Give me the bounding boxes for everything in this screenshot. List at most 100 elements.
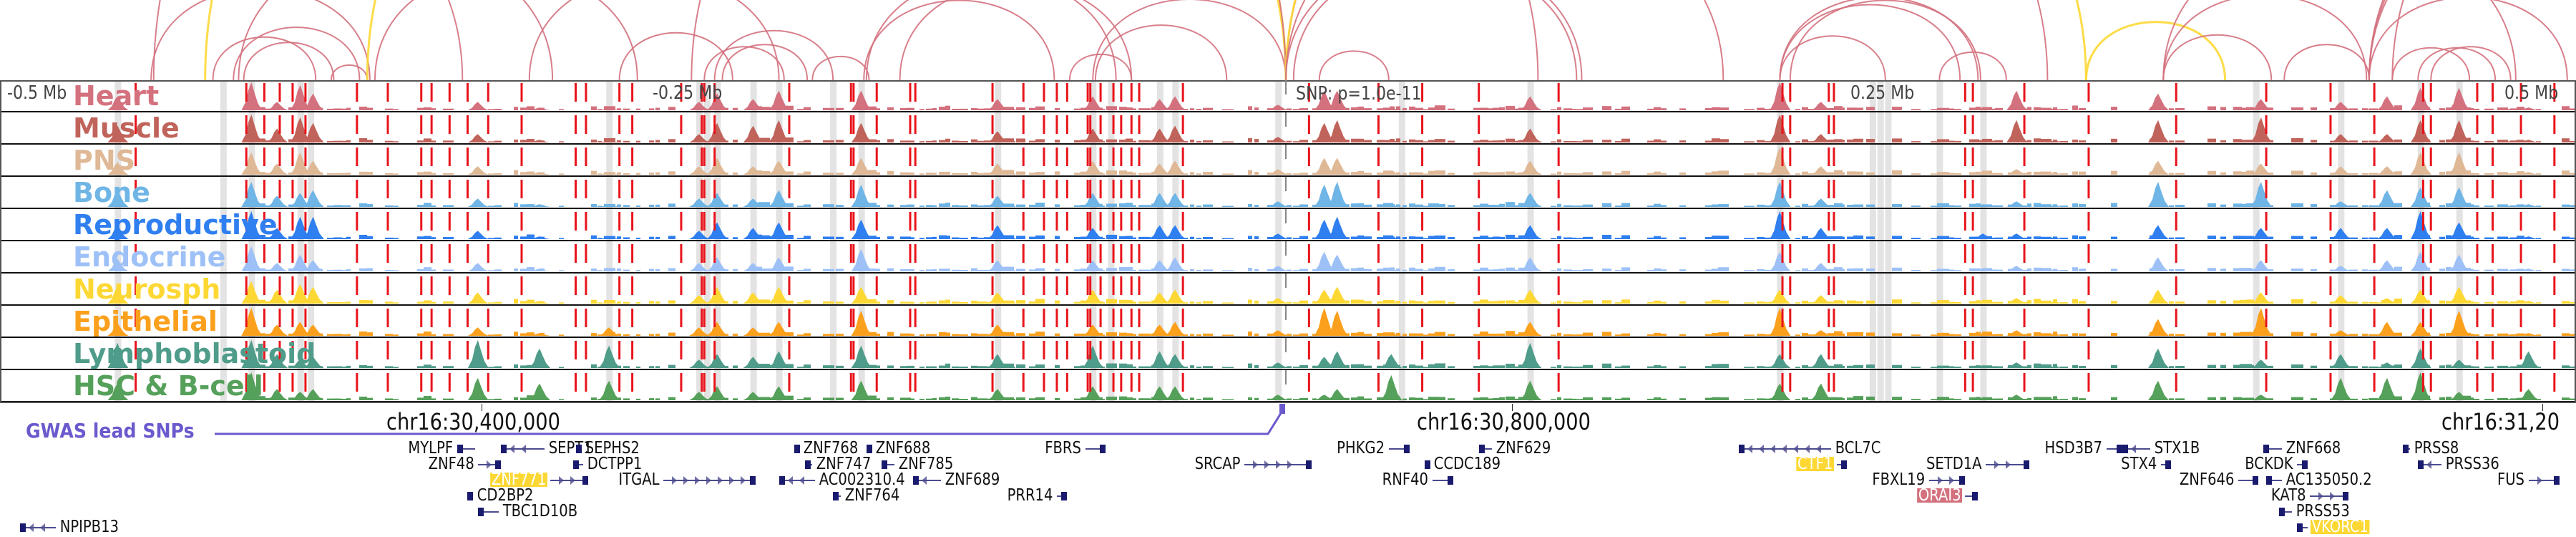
signal-bar xyxy=(2375,367,2381,368)
signal-bar xyxy=(1802,365,1808,368)
signal-bar xyxy=(1435,235,1445,239)
signal-bar xyxy=(359,268,367,271)
signal-bar xyxy=(1106,396,1117,400)
signal-bar xyxy=(784,105,794,110)
signal-bar xyxy=(1299,173,1308,175)
signal-bar xyxy=(527,364,535,368)
signal-bar xyxy=(2484,301,2494,304)
signal-bar xyxy=(649,301,654,304)
signal-peak xyxy=(530,140,551,142)
signal-bar xyxy=(1409,364,1415,368)
signal-peak xyxy=(241,308,263,336)
signal-bar xyxy=(2562,365,2570,368)
signal-bar xyxy=(958,367,968,368)
signal-peak xyxy=(1770,289,1791,304)
signal-bar xyxy=(1377,365,1385,368)
signal-bar xyxy=(1486,204,1496,207)
signal-bar xyxy=(2111,236,2117,239)
signal-bar xyxy=(1486,108,1496,110)
signal-bar xyxy=(1853,171,1863,175)
signal-bar xyxy=(430,398,436,400)
signal-bar xyxy=(1911,334,1921,336)
signal-peak xyxy=(2518,301,2540,304)
signal-bar xyxy=(1422,270,1433,271)
signal-bar xyxy=(1705,237,1715,239)
signal-peak xyxy=(1327,310,1348,336)
signal-peak xyxy=(1973,204,1994,207)
signal-peak xyxy=(2377,166,2399,175)
signal-peak xyxy=(769,222,790,239)
strand-arrow-left-icon xyxy=(921,476,927,485)
signal-bar xyxy=(1679,237,1686,239)
signal-bar xyxy=(1943,301,1954,304)
signal-bar xyxy=(1557,203,1561,207)
signal-bar xyxy=(1293,205,1299,207)
signal-bar xyxy=(932,140,937,142)
signal-bar xyxy=(359,106,367,110)
strand-arrow-right-icon xyxy=(1287,460,1293,469)
gene-exon xyxy=(866,445,872,453)
signal-bar xyxy=(1802,171,1808,175)
signal-bar xyxy=(1950,205,1961,207)
signal-bar xyxy=(1287,173,1292,175)
signal-bar xyxy=(1763,237,1770,239)
signal-bar xyxy=(919,367,924,368)
signal-bar xyxy=(1055,236,1060,239)
gene-exon xyxy=(501,445,507,453)
signal-bar xyxy=(2375,173,2381,175)
signal-bar xyxy=(758,268,770,271)
strand-arrow-right-icon xyxy=(1276,460,1282,469)
signal-bar xyxy=(591,203,597,207)
signal-bar xyxy=(2472,238,2479,239)
signal-bar xyxy=(1705,205,1715,207)
signal-bar xyxy=(2111,333,2117,336)
gene-exon xyxy=(1738,445,1745,453)
signal-peak xyxy=(267,128,288,142)
signal-bar xyxy=(952,398,959,400)
signal-bar xyxy=(424,332,431,336)
signal-bar xyxy=(2446,364,2451,368)
signal-bar xyxy=(733,172,738,175)
signal-bar xyxy=(1763,367,1770,368)
signal-bar xyxy=(2169,398,2174,400)
signal-peak xyxy=(290,84,311,110)
signal-bar xyxy=(1035,106,1045,110)
signal-bar xyxy=(765,397,775,400)
signal-peak xyxy=(267,102,288,110)
signal-bar xyxy=(1615,140,1621,142)
loop-arc xyxy=(865,0,1117,81)
signal-bar xyxy=(1287,334,1292,336)
signal-bar xyxy=(1802,236,1808,239)
signal-bar xyxy=(333,398,342,400)
signal-bar xyxy=(1480,171,1488,175)
signal-peak xyxy=(107,190,129,207)
signal-bar xyxy=(1795,334,1800,336)
signal-bar xyxy=(597,141,602,142)
signal-bar xyxy=(340,270,351,271)
signal-peak xyxy=(1973,365,1994,368)
gene-exon xyxy=(2297,523,2303,532)
signal-bar xyxy=(907,237,914,239)
signal-bar xyxy=(1473,140,1484,142)
signal-bar xyxy=(1828,139,1837,142)
signal-bar xyxy=(1409,267,1415,271)
signal-bar xyxy=(1428,268,1439,271)
signal-peak xyxy=(599,172,620,175)
signal-bar xyxy=(2484,237,2494,239)
signal-bar xyxy=(1126,300,1133,304)
signal-bar xyxy=(1377,204,1385,207)
signal-peak xyxy=(1810,295,1832,304)
signal-bar xyxy=(1203,397,1213,400)
signal-bar xyxy=(1138,398,1151,400)
signal-bar xyxy=(2240,397,2252,400)
signal-bar xyxy=(424,395,431,400)
signal-bar xyxy=(1254,172,1259,175)
loop-arc xyxy=(1318,50,1390,81)
signal-bar xyxy=(1892,397,1902,400)
signal-peak xyxy=(707,257,728,271)
signal-peak xyxy=(290,117,311,142)
signal-bar xyxy=(2240,203,2252,207)
signal-bar xyxy=(559,141,564,142)
track-neurosph xyxy=(107,281,2576,304)
signal-bar xyxy=(1621,397,1630,400)
